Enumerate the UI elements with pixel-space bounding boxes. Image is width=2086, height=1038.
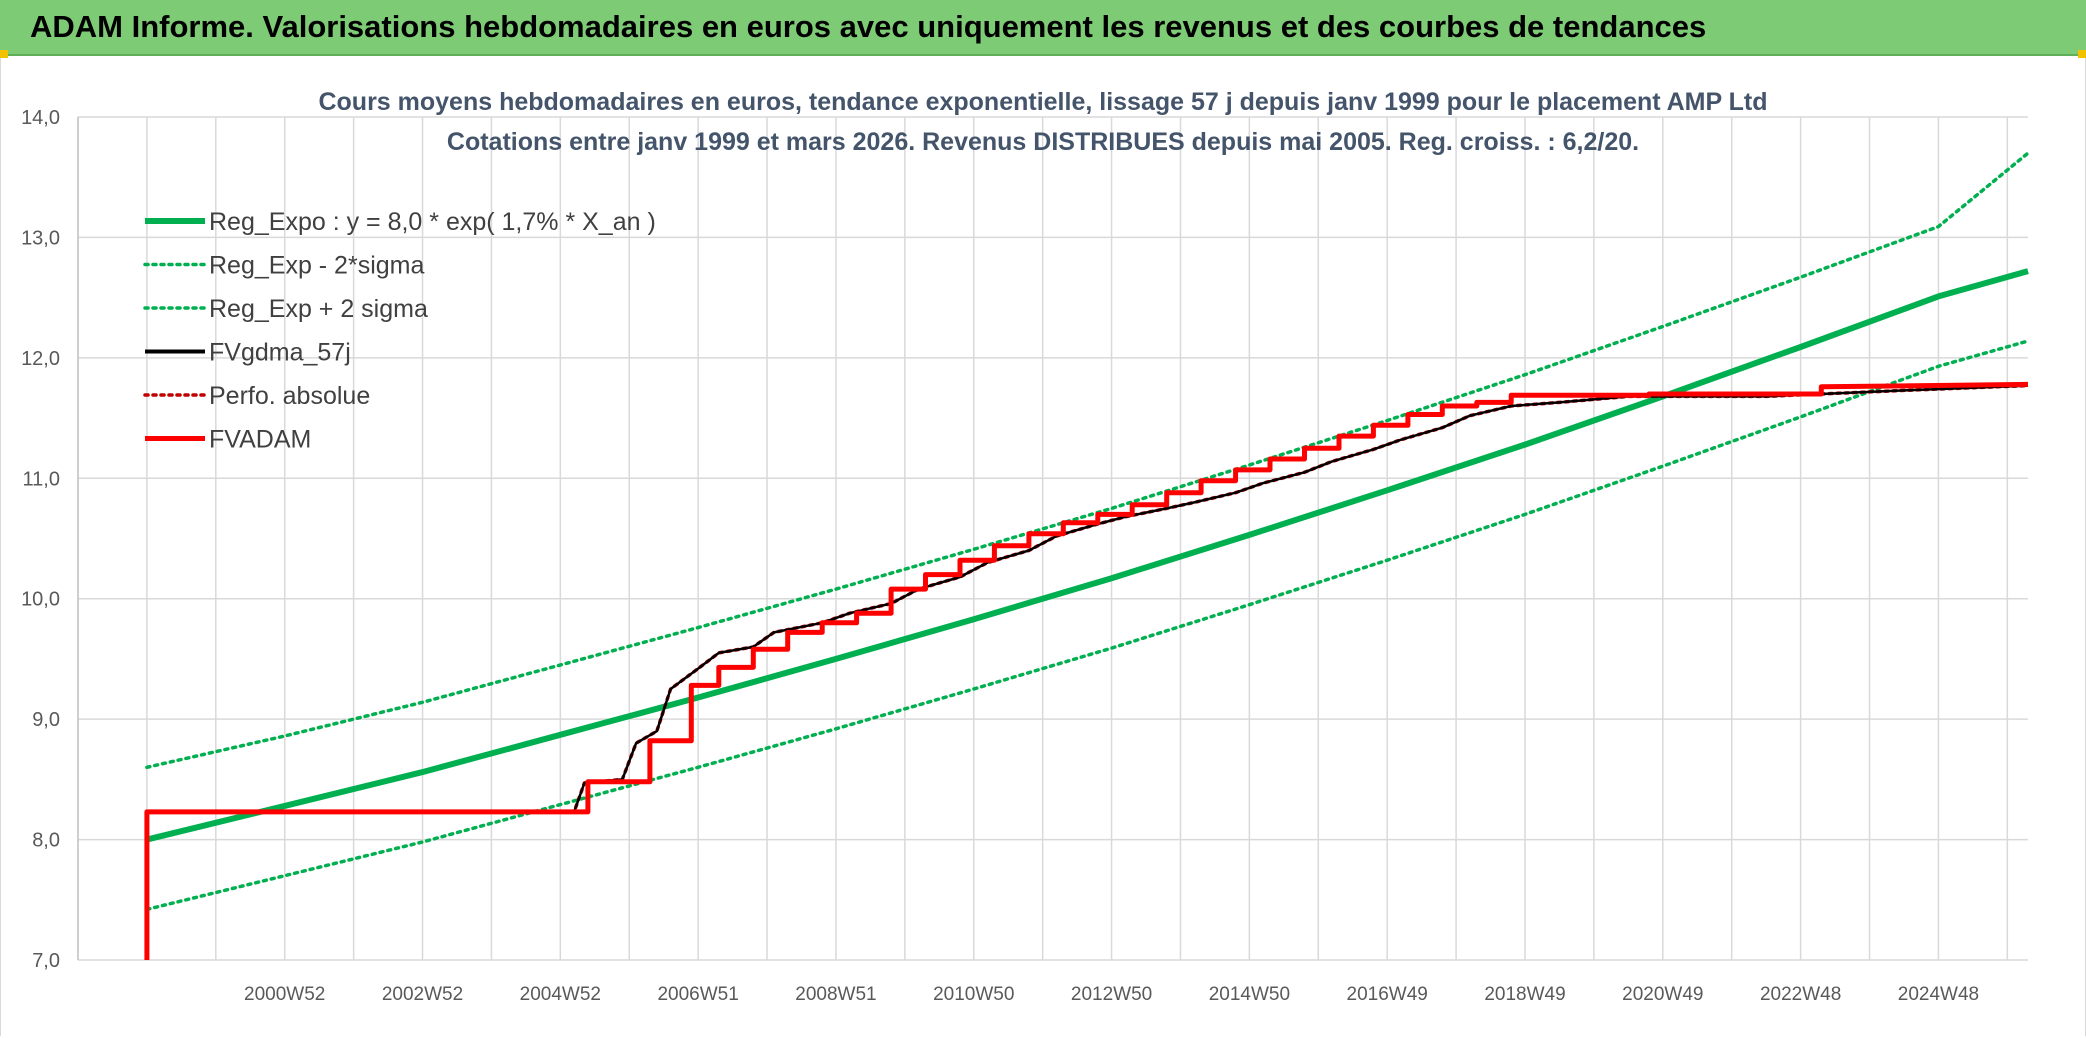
legend-label: Reg_Exp + 2 sigma (209, 295, 428, 323)
y-tick-label: 13,0 (21, 227, 60, 249)
y-tick-label: 7,0 (32, 950, 60, 972)
y-tick-label: 9,0 (32, 709, 60, 731)
chart-subtitle: Cotations entre janv 1999 et mars 2026. … (447, 128, 1639, 156)
legend-label: FVADAM (209, 426, 311, 454)
legend-label: Reg_Expo : y = 8,0 * exp( 1,7% * X_an ) (209, 208, 656, 236)
y-tick-label: 10,0 (21, 589, 60, 611)
series-layer (144, 151, 2030, 960)
report-title: ADAM Informe. Valorisations hebdomadaire… (30, 9, 1707, 44)
x-tick-label: 2020W49 (1622, 984, 1703, 1005)
y-tick-label: 8,0 (32, 830, 60, 852)
x-tick-label: 2002W52 (382, 984, 463, 1005)
axis-layer: 7,0 8,0 9,0 10,0 11,0 12,0 13,0 14,0 2000W52 2002… (21, 107, 1979, 1005)
y-tick-label: 12,0 (21, 348, 60, 370)
legend-label: FVgdma_57j (209, 339, 351, 367)
x-tick-label: 2008W51 (795, 984, 876, 1005)
legend-label: Perfo. absolue (209, 382, 370, 410)
x-tick-label: 2024W48 (1898, 984, 1979, 1005)
x-tick-label: 2004W52 (520, 984, 601, 1005)
series-line-1 (145, 339, 2030, 912)
legend: Reg_Expo : y = 8,0 * exp( 1,7% * X_an ) R… (143, 208, 656, 454)
x-tick-label: 2014W50 (1209, 984, 1290, 1005)
x-tick-label: 2010W50 (933, 984, 1014, 1005)
x-tick-label: 2012W50 (1071, 984, 1152, 1005)
x-tick-label: 2018W49 (1484, 984, 1565, 1005)
x-tick-label: 2016W49 (1347, 984, 1428, 1005)
x-tick-label: 2000W52 (244, 984, 325, 1005)
series-line-0 (146, 268, 2029, 843)
corner-marker-left (0, 50, 8, 58)
y-tick-label: 14,0 (21, 107, 60, 129)
chart-title: Cours moyens hebdomadaires en euros, ten… (318, 88, 1767, 116)
x-tick-label: 2006W51 (657, 984, 738, 1005)
report-banner: ADAM Informe. Valorisations hebdomadaire… (0, 0, 2086, 56)
y-tick-label: 11,0 (23, 468, 60, 490)
legend-label: Reg_Exp - 2*sigma (209, 252, 424, 280)
series-line-2 (145, 151, 2030, 770)
x-tick-label: 2022W48 (1760, 984, 1841, 1005)
series-line-5 (144, 381, 2029, 960)
corner-marker-right (2078, 50, 2086, 58)
